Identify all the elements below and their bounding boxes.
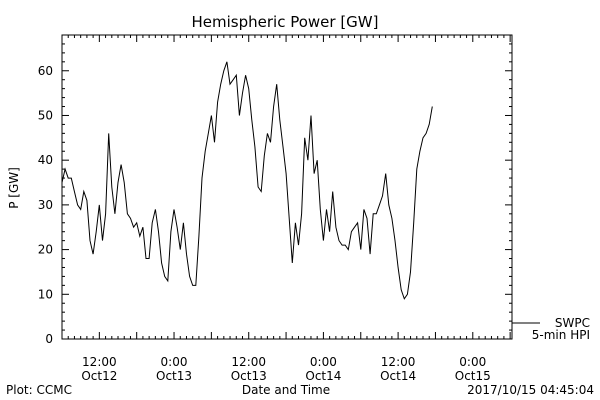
x-tick-label-date: Oct15 <box>455 369 491 383</box>
x-tick-label-time: 0:00 <box>459 355 486 369</box>
chart-title: Hemispheric Power [GW] <box>192 13 379 31</box>
legend-label-swpc: SWPC <box>555 316 590 330</box>
y-tick-label: 50 <box>38 108 53 122</box>
y-tick-label: 40 <box>38 153 53 167</box>
x-axis-label: Date and Time <box>242 383 330 397</box>
series-line-swpc <box>61 61 433 300</box>
y-tick-label: 10 <box>38 287 53 301</box>
x-tick-label-date: Oct13 <box>231 369 267 383</box>
footer-timestamp: 2017/10/15 04:45:04 <box>467 383 594 397</box>
y-tick-label: 0 <box>45 332 53 346</box>
y-tick-label: 20 <box>38 243 53 257</box>
x-tick-label-time: 0:00 <box>161 355 188 369</box>
x-tick-label-date: Oct14 <box>305 369 341 383</box>
x-axis-ticks: 12:00Oct120:00Oct1312:00Oct130:00Oct1412… <box>61 35 511 383</box>
x-tick-label-time: 0:00 <box>310 355 337 369</box>
x-tick-label-date: Oct12 <box>81 369 117 383</box>
x-tick-label-date: Oct14 <box>380 369 416 383</box>
y-tick-label: 60 <box>38 64 53 78</box>
x-tick-label-time: 12:00 <box>381 355 416 369</box>
x-tick-label-date: Oct13 <box>156 369 192 383</box>
footer-plot-credit: Plot: CCMC <box>6 383 72 397</box>
legend-label-hpi: 5-min HPI <box>532 328 590 342</box>
y-tick-label: 30 <box>38 198 53 212</box>
y-axis-label: P [GW] <box>7 167 21 209</box>
y-axis-ticks: 0 10 20 30 40 50 60 <box>38 34 512 346</box>
x-tick-label-time: 12:00 <box>231 355 266 369</box>
x-tick-label-time: 12:00 <box>82 355 117 369</box>
